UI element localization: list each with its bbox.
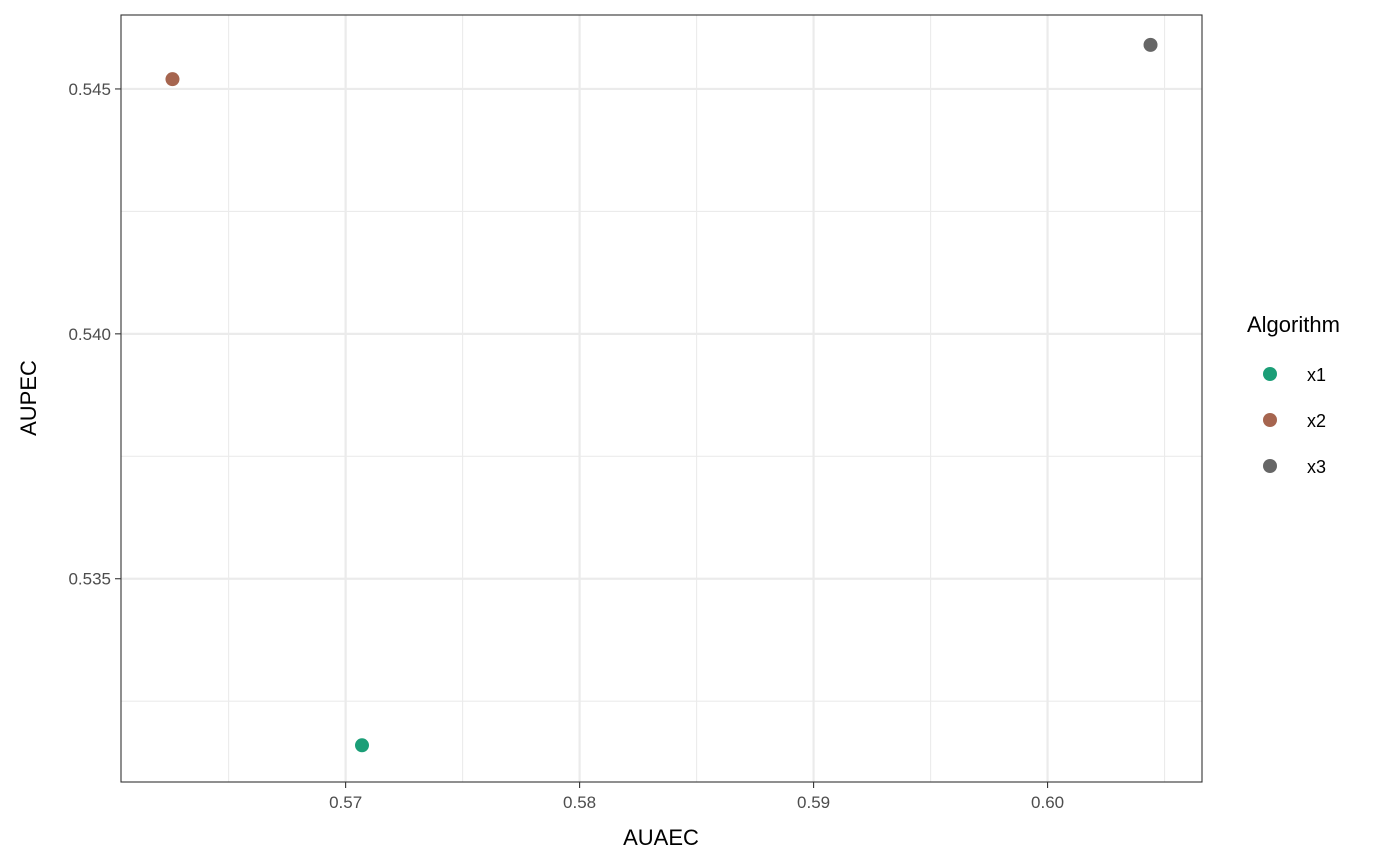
plot-panel-background bbox=[121, 15, 1202, 782]
x-tick-label: 0.60 bbox=[1031, 793, 1064, 812]
legend-label-x1: x1 bbox=[1307, 365, 1326, 385]
legend: Algorithm x1 x2 x3 bbox=[1247, 312, 1340, 477]
y-tick-label: 0.545 bbox=[68, 80, 111, 99]
major-gridlines bbox=[121, 15, 1202, 782]
axis-ticks bbox=[115, 88, 1049, 788]
x-tick-label: 0.59 bbox=[797, 793, 830, 812]
legend-key-x3 bbox=[1263, 459, 1277, 473]
data-point-x1 bbox=[355, 738, 370, 753]
legend-label-x2: x2 bbox=[1307, 411, 1326, 431]
minor-gridlines bbox=[121, 15, 1202, 782]
legend-label-x3: x3 bbox=[1307, 457, 1326, 477]
x-axis-title: AUAEC bbox=[623, 825, 699, 850]
legend-key-x2 bbox=[1263, 413, 1277, 427]
x-tick-label: 0.57 bbox=[329, 793, 362, 812]
y-tick-label: 0.535 bbox=[68, 570, 111, 589]
data-point-x3 bbox=[1143, 37, 1158, 52]
legend-title: Algorithm bbox=[1247, 312, 1340, 337]
x-tick-label: 0.58 bbox=[563, 793, 596, 812]
y-tick-label: 0.540 bbox=[68, 325, 111, 344]
plot-panel-border bbox=[120, 14, 1203, 783]
legend-key-x1 bbox=[1263, 367, 1277, 381]
data-points bbox=[165, 37, 1158, 753]
y-axis-title: AUPEC bbox=[16, 360, 41, 436]
data-point-x2 bbox=[165, 72, 180, 87]
axis-tick-labels: 0.57 0.58 0.59 0.60 0.535 0.540 0.545 bbox=[68, 80, 1064, 812]
